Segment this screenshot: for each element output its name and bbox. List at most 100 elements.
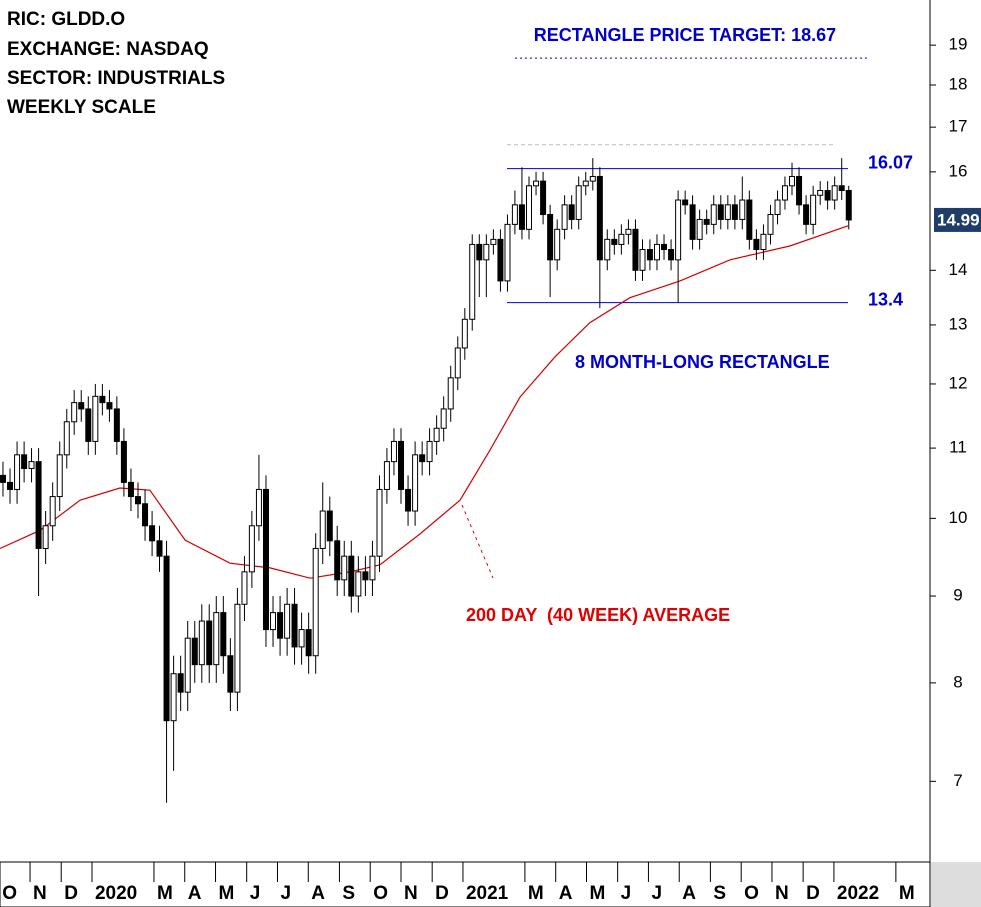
candle-body	[156, 540, 163, 557]
candle-body	[781, 185, 788, 201]
y-tick-label: 7	[953, 771, 962, 790]
header-line: SECTOR: INDUSTRIALS	[7, 68, 225, 89]
candle-body	[92, 395, 99, 442]
candle-body	[525, 185, 532, 230]
candle-body	[149, 525, 156, 542]
ma-label: 200 DAY (40 WEEK) AVERAGE	[466, 605, 730, 625]
candle-body	[796, 175, 803, 206]
candle-body	[14, 454, 21, 490]
candle-body	[163, 555, 170, 722]
candle-body	[824, 190, 831, 201]
candle-body	[7, 481, 14, 490]
candle-body	[106, 402, 113, 410]
last-price-label: 14.99	[937, 210, 980, 229]
y-tick-label: 11	[949, 438, 967, 457]
candle-body	[248, 525, 255, 573]
candle-body	[490, 238, 497, 245]
candle-body	[760, 233, 767, 251]
x-tick-label: M	[219, 883, 235, 904]
x-tick-label: S	[713, 883, 726, 904]
candle-body	[682, 199, 689, 206]
x-tick-label: 2021	[466, 883, 509, 904]
candle-body	[476, 243, 483, 261]
candle-body	[675, 199, 682, 261]
candle-body	[355, 571, 362, 597]
candle-body	[284, 603, 291, 639]
candle-body	[618, 233, 625, 245]
candle-body	[533, 180, 540, 187]
candle-body	[668, 249, 675, 261]
y-tick-label: 8	[953, 672, 962, 691]
candle-body	[319, 510, 326, 549]
x-tick-label: A	[559, 883, 573, 904]
candle-body	[661, 243, 668, 251]
candle-body	[838, 185, 845, 192]
x-tick-label: J	[621, 883, 632, 904]
candle-body	[85, 408, 92, 442]
candle-body	[504, 223, 511, 282]
candle-body	[767, 214, 774, 235]
x-tick-label: A	[188, 883, 202, 904]
candle-body	[206, 620, 213, 666]
candle-body	[454, 347, 461, 379]
candle-body	[596, 175, 603, 261]
candle-body	[739, 199, 746, 220]
lower-label: 13.4	[868, 289, 903, 309]
x-tick-label: N	[775, 883, 789, 904]
x-tick-label: J	[250, 883, 261, 904]
candle-body	[348, 555, 355, 597]
candle-body	[326, 510, 333, 542]
candle-body	[142, 503, 149, 527]
x-tick-label: M	[157, 883, 173, 904]
y-tick-label: 17	[949, 117, 968, 136]
candle-body	[376, 488, 383, 557]
candle-body	[35, 461, 42, 549]
y-tick-label: 12	[949, 373, 968, 392]
y-tick-label: 19	[949, 35, 968, 54]
candle-body	[774, 199, 781, 216]
candle-body	[483, 243, 490, 261]
candle-body	[334, 540, 341, 581]
candle-body	[589, 175, 596, 182]
candle-body	[220, 612, 227, 657]
candle-body	[362, 571, 369, 581]
candle-body	[184, 637, 191, 693]
candle-body	[646, 249, 653, 261]
x-tick-label: J	[651, 883, 662, 904]
candle-body	[803, 204, 810, 225]
candle-body	[398, 440, 405, 490]
candle-body	[71, 402, 78, 423]
candle-body	[120, 440, 127, 483]
candle-body	[540, 180, 547, 216]
candle-body	[511, 204, 518, 225]
candle-body	[639, 249, 646, 271]
x-tick-label: M	[528, 883, 544, 904]
candle-body	[113, 408, 120, 442]
candle-body	[447, 377, 454, 410]
target-label: RECTANGLE PRICE TARGET: 18.67	[534, 25, 836, 45]
candle-body	[724, 204, 731, 220]
candle-body	[56, 454, 63, 498]
x-axis-strip	[0, 861, 931, 907]
candle-body	[42, 525, 49, 549]
corner	[931, 862, 981, 907]
candle-body	[426, 440, 433, 463]
candle-body	[575, 185, 582, 220]
x-tick-label: S	[342, 883, 355, 904]
candle-body	[405, 488, 412, 512]
candle-body	[412, 454, 419, 512]
x-tick-label: O	[373, 883, 388, 904]
candle-body	[789, 175, 796, 187]
candle-body	[717, 204, 724, 220]
candle-body	[383, 461, 390, 490]
candle-body	[28, 461, 35, 469]
candle-body	[469, 243, 476, 320]
x-tick-label: 2020	[95, 883, 137, 904]
candle-body	[653, 243, 660, 261]
candle-body	[632, 228, 639, 271]
y-tick-label: 10	[949, 508, 968, 527]
x-tick-label: O	[2, 883, 17, 904]
upper-label: 16.07	[868, 152, 913, 172]
candle-body	[390, 440, 397, 463]
